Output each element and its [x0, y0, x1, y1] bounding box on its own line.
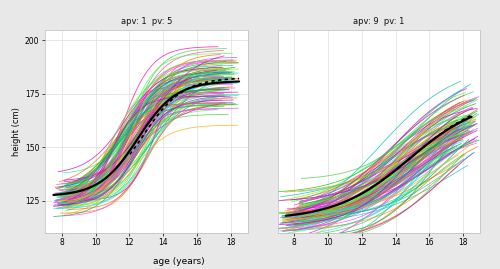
Text: apv: 9  pv: 1: apv: 9 pv: 1: [353, 17, 405, 26]
Y-axis label: height (cm): height (cm): [12, 107, 21, 155]
Text: apv: 1  pv: 5: apv: 1 pv: 5: [120, 17, 172, 26]
Text: age (years): age (years): [152, 257, 204, 266]
